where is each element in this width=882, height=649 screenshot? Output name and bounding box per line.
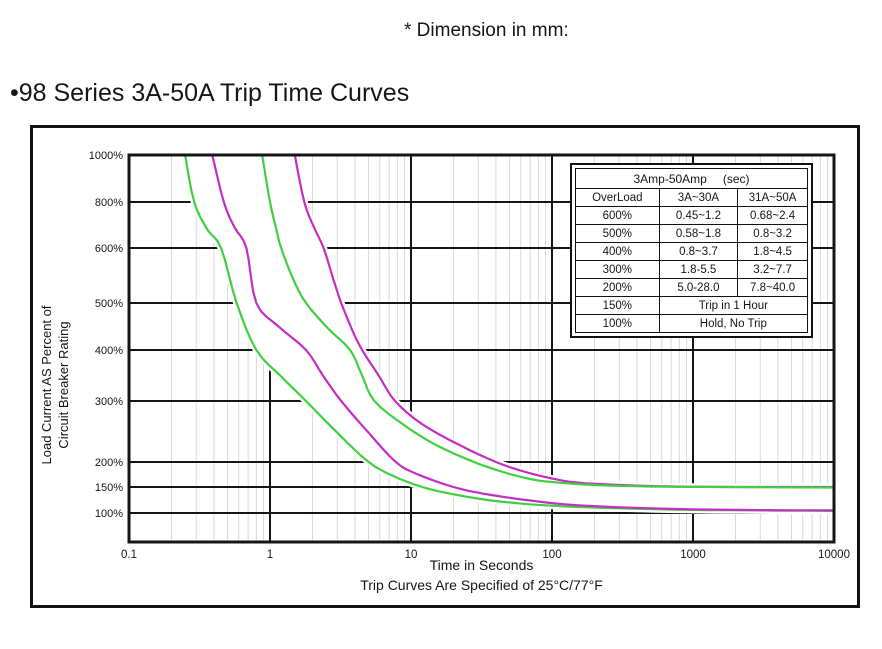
x-tick-label: 1000: [680, 549, 706, 561]
table-row: 300% 1.8-5.5 3.2~7.7: [576, 260, 807, 279]
table-title-row: 3Amp-50Amp (sec): [576, 169, 807, 189]
table-cell: 300%: [576, 260, 660, 279]
table-cell: 1.8-5.5: [658, 260, 739, 279]
y-axis-label-line2: Circuit Breaker Rating: [56, 321, 71, 449]
x-tick-label: 10000: [818, 549, 850, 561]
trip-time-table: 3Amp-50Amp (sec) OverLoad 3A~30A 31A~50A 60…: [570, 163, 813, 338]
table-row: 600% 0.45~1.2 0.68~2.4: [576, 206, 807, 225]
y-tick-label: 150%: [95, 482, 123, 494]
table-cell-merged: Trip in 1 Hour: [658, 296, 807, 315]
table-row: 150% Trip in 1 Hour: [576, 296, 807, 315]
plot-border: [127, 153, 836, 544]
trip-curve-chart-frame: 1000% 800% 600% 500% 400% 300% 200% 150% 100% 0.1…: [30, 125, 860, 608]
table-cell: 0.68~2.4: [737, 206, 807, 225]
y-axis-label-line1: Load Current AS Percent of: [39, 305, 54, 465]
x-tick-label: 100: [542, 549, 561, 561]
y-tick-label: 400%: [95, 345, 123, 357]
table-column-header: 31A~50A: [737, 189, 807, 207]
table-cell: 600%: [576, 206, 660, 225]
chart-footnote: Trip Curves Are Specified of 25°C/77°F: [360, 577, 603, 593]
y-tick-label: 600%: [95, 243, 123, 255]
table-header-row: OverLoad 3A~30A 31A~50A: [576, 189, 807, 207]
table-row: 400% 0.8~3.7 1.8~4.5: [576, 242, 807, 261]
table-column-header: OverLoad: [576, 189, 660, 207]
table-cell: 0.8~3.2: [737, 224, 807, 243]
curve-band: [185, 155, 834, 511]
page-title: •98 Series 3A-50A Trip Time Curves: [10, 79, 410, 107]
table-cell: 100%: [576, 314, 660, 332]
y-tick-label: 100%: [95, 508, 123, 520]
table-cell: 0.8~3.7: [658, 242, 739, 261]
y-tick-label: 800%: [95, 197, 123, 209]
table-cell: 0.45~1.2: [658, 206, 739, 225]
y-tick-label: 300%: [95, 396, 123, 408]
table-cell: 400%: [576, 242, 660, 261]
x-axis-label: Time in Seconds: [429, 557, 534, 573]
table-cell: 200%: [576, 278, 660, 297]
table-row: 500% 0.58~1.8 0.8~3.2: [576, 224, 807, 243]
trip-time-grid: OverLoad 3A~30A 31A~50A 600% 0.45~1.2 0.68~2.…: [576, 189, 807, 332]
table-cell: 0.58~1.8: [658, 224, 739, 243]
y-tick-label: 200%: [95, 457, 123, 469]
table-row: 100% Hold, No Trip: [576, 314, 807, 332]
trip-curve-31a-50a-min-trip: [211, 155, 834, 512]
table-cell: 1.8~4.5: [737, 242, 807, 261]
table-cell: 500%: [576, 224, 660, 243]
table-cell-merged: Hold, No Trip: [658, 314, 807, 332]
trip-curve-3a-30a-max-trip: [261, 155, 834, 489]
curve-layer: [181, 155, 834, 515]
x-tick-label: 10: [405, 549, 418, 561]
table-title: 3Amp-50Amp: [633, 171, 707, 186]
table-cell: 150%: [576, 296, 660, 315]
y-tick-label: 1000%: [89, 150, 123, 162]
table-row: 200% 5.0-28.0 7.8~40.0: [576, 278, 807, 297]
table-cell: 3.2~7.7: [737, 260, 807, 279]
y-tick-label: 500%: [95, 298, 123, 310]
x-tick-label: 0.1: [121, 549, 137, 561]
table-column-header: 3A~30A: [658, 189, 739, 207]
x-tick-label: 1: [267, 549, 273, 561]
table-cell: 7.8~40.0: [737, 278, 807, 297]
table-cell: 5.0-28.0: [658, 278, 739, 297]
y-axis-label: Load Current AS Percent of Circuit Break…: [38, 265, 78, 505]
dimension-note: * Dimension in mm:: [404, 20, 569, 41]
table-unit: (sec): [722, 171, 750, 186]
trip-time-table-inner: 3Amp-50Amp (sec) OverLoad 3A~30A 31A~50A 60…: [575, 168, 808, 333]
